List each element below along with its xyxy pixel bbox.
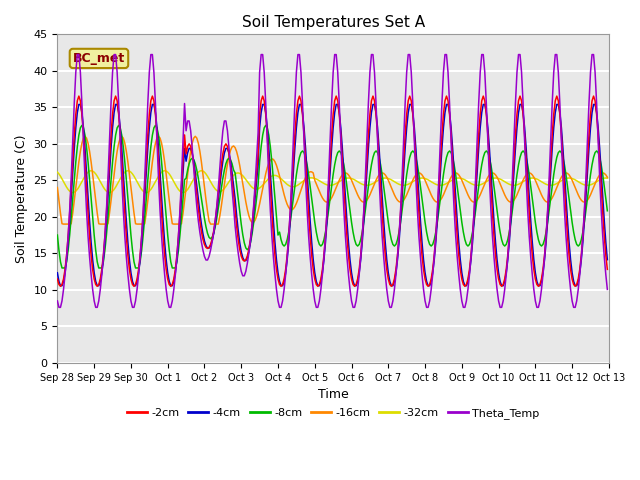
-2cm <box>54 276 61 282</box>
-32cm <box>297 180 305 186</box>
Theta_Temp <box>276 304 284 310</box>
Line: -8cm: -8cm <box>58 125 607 268</box>
Y-axis label: Soil Temperature (C): Soil Temperature (C) <box>15 134 28 263</box>
-8cm <box>248 232 256 238</box>
Theta_Temp <box>54 298 61 304</box>
-16cm <box>239 181 246 187</box>
-2cm <box>576 266 584 272</box>
-32cm <box>54 169 61 175</box>
Theta_Temp <box>576 272 584 277</box>
-2cm <box>75 93 83 99</box>
-8cm <box>297 150 305 156</box>
-16cm <box>54 185 61 191</box>
-8cm <box>54 232 61 238</box>
Theta_Temp <box>245 250 253 256</box>
-16cm <box>124 159 132 165</box>
Line: Theta_Temp: Theta_Temp <box>58 55 607 307</box>
-4cm <box>351 283 358 288</box>
-32cm <box>604 175 611 181</box>
-2cm <box>604 266 611 272</box>
-8cm <box>58 265 66 271</box>
-8cm <box>78 122 86 128</box>
-32cm <box>239 173 246 179</box>
Text: BC_met: BC_met <box>73 52 125 65</box>
-8cm <box>124 196 132 202</box>
-2cm <box>297 98 305 104</box>
-32cm <box>248 184 256 190</box>
-16cm <box>81 133 89 139</box>
Line: -32cm: -32cm <box>58 171 607 192</box>
-16cm <box>576 195 584 201</box>
Legend: -2cm, -4cm, -8cm, -16cm, -32cm, Theta_Temp: -2cm, -4cm, -8cm, -16cm, -32cm, Theta_Te… <box>122 404 544 423</box>
-8cm <box>604 208 611 214</box>
-16cm <box>604 174 611 180</box>
-4cm <box>121 194 129 200</box>
-16cm <box>221 181 228 187</box>
Theta_Temp <box>257 52 265 58</box>
-8cm <box>221 167 228 173</box>
-32cm <box>87 168 95 174</box>
Theta_Temp <box>218 145 225 151</box>
Line: -16cm: -16cm <box>58 136 607 224</box>
-4cm <box>576 270 584 276</box>
Theta_Temp <box>121 233 129 239</box>
-2cm <box>124 252 132 258</box>
Theta_Temp <box>236 260 244 266</box>
Theta_Temp <box>297 70 305 75</box>
-4cm <box>369 102 377 108</box>
-8cm <box>576 241 584 247</box>
-32cm <box>221 186 228 192</box>
-4cm <box>245 249 253 254</box>
-4cm <box>604 257 611 263</box>
-4cm <box>236 240 244 245</box>
-32cm <box>124 168 132 174</box>
Theta_Temp <box>604 287 611 292</box>
-16cm <box>297 187 305 193</box>
-32cm <box>576 180 584 185</box>
-32cm <box>69 190 77 195</box>
-2cm <box>248 223 256 229</box>
X-axis label: Time: Time <box>318 388 349 401</box>
-2cm <box>221 144 228 149</box>
-16cm <box>248 219 256 225</box>
Line: -2cm: -2cm <box>58 96 607 286</box>
-4cm <box>218 170 225 176</box>
-2cm <box>56 283 64 289</box>
-2cm <box>239 257 246 263</box>
-8cm <box>239 232 246 238</box>
-4cm <box>294 109 301 115</box>
Title: Soil Temperatures Set A: Soil Temperatures Set A <box>241 15 425 30</box>
Line: -4cm: -4cm <box>58 105 607 286</box>
-4cm <box>54 270 61 276</box>
-16cm <box>60 221 67 227</box>
